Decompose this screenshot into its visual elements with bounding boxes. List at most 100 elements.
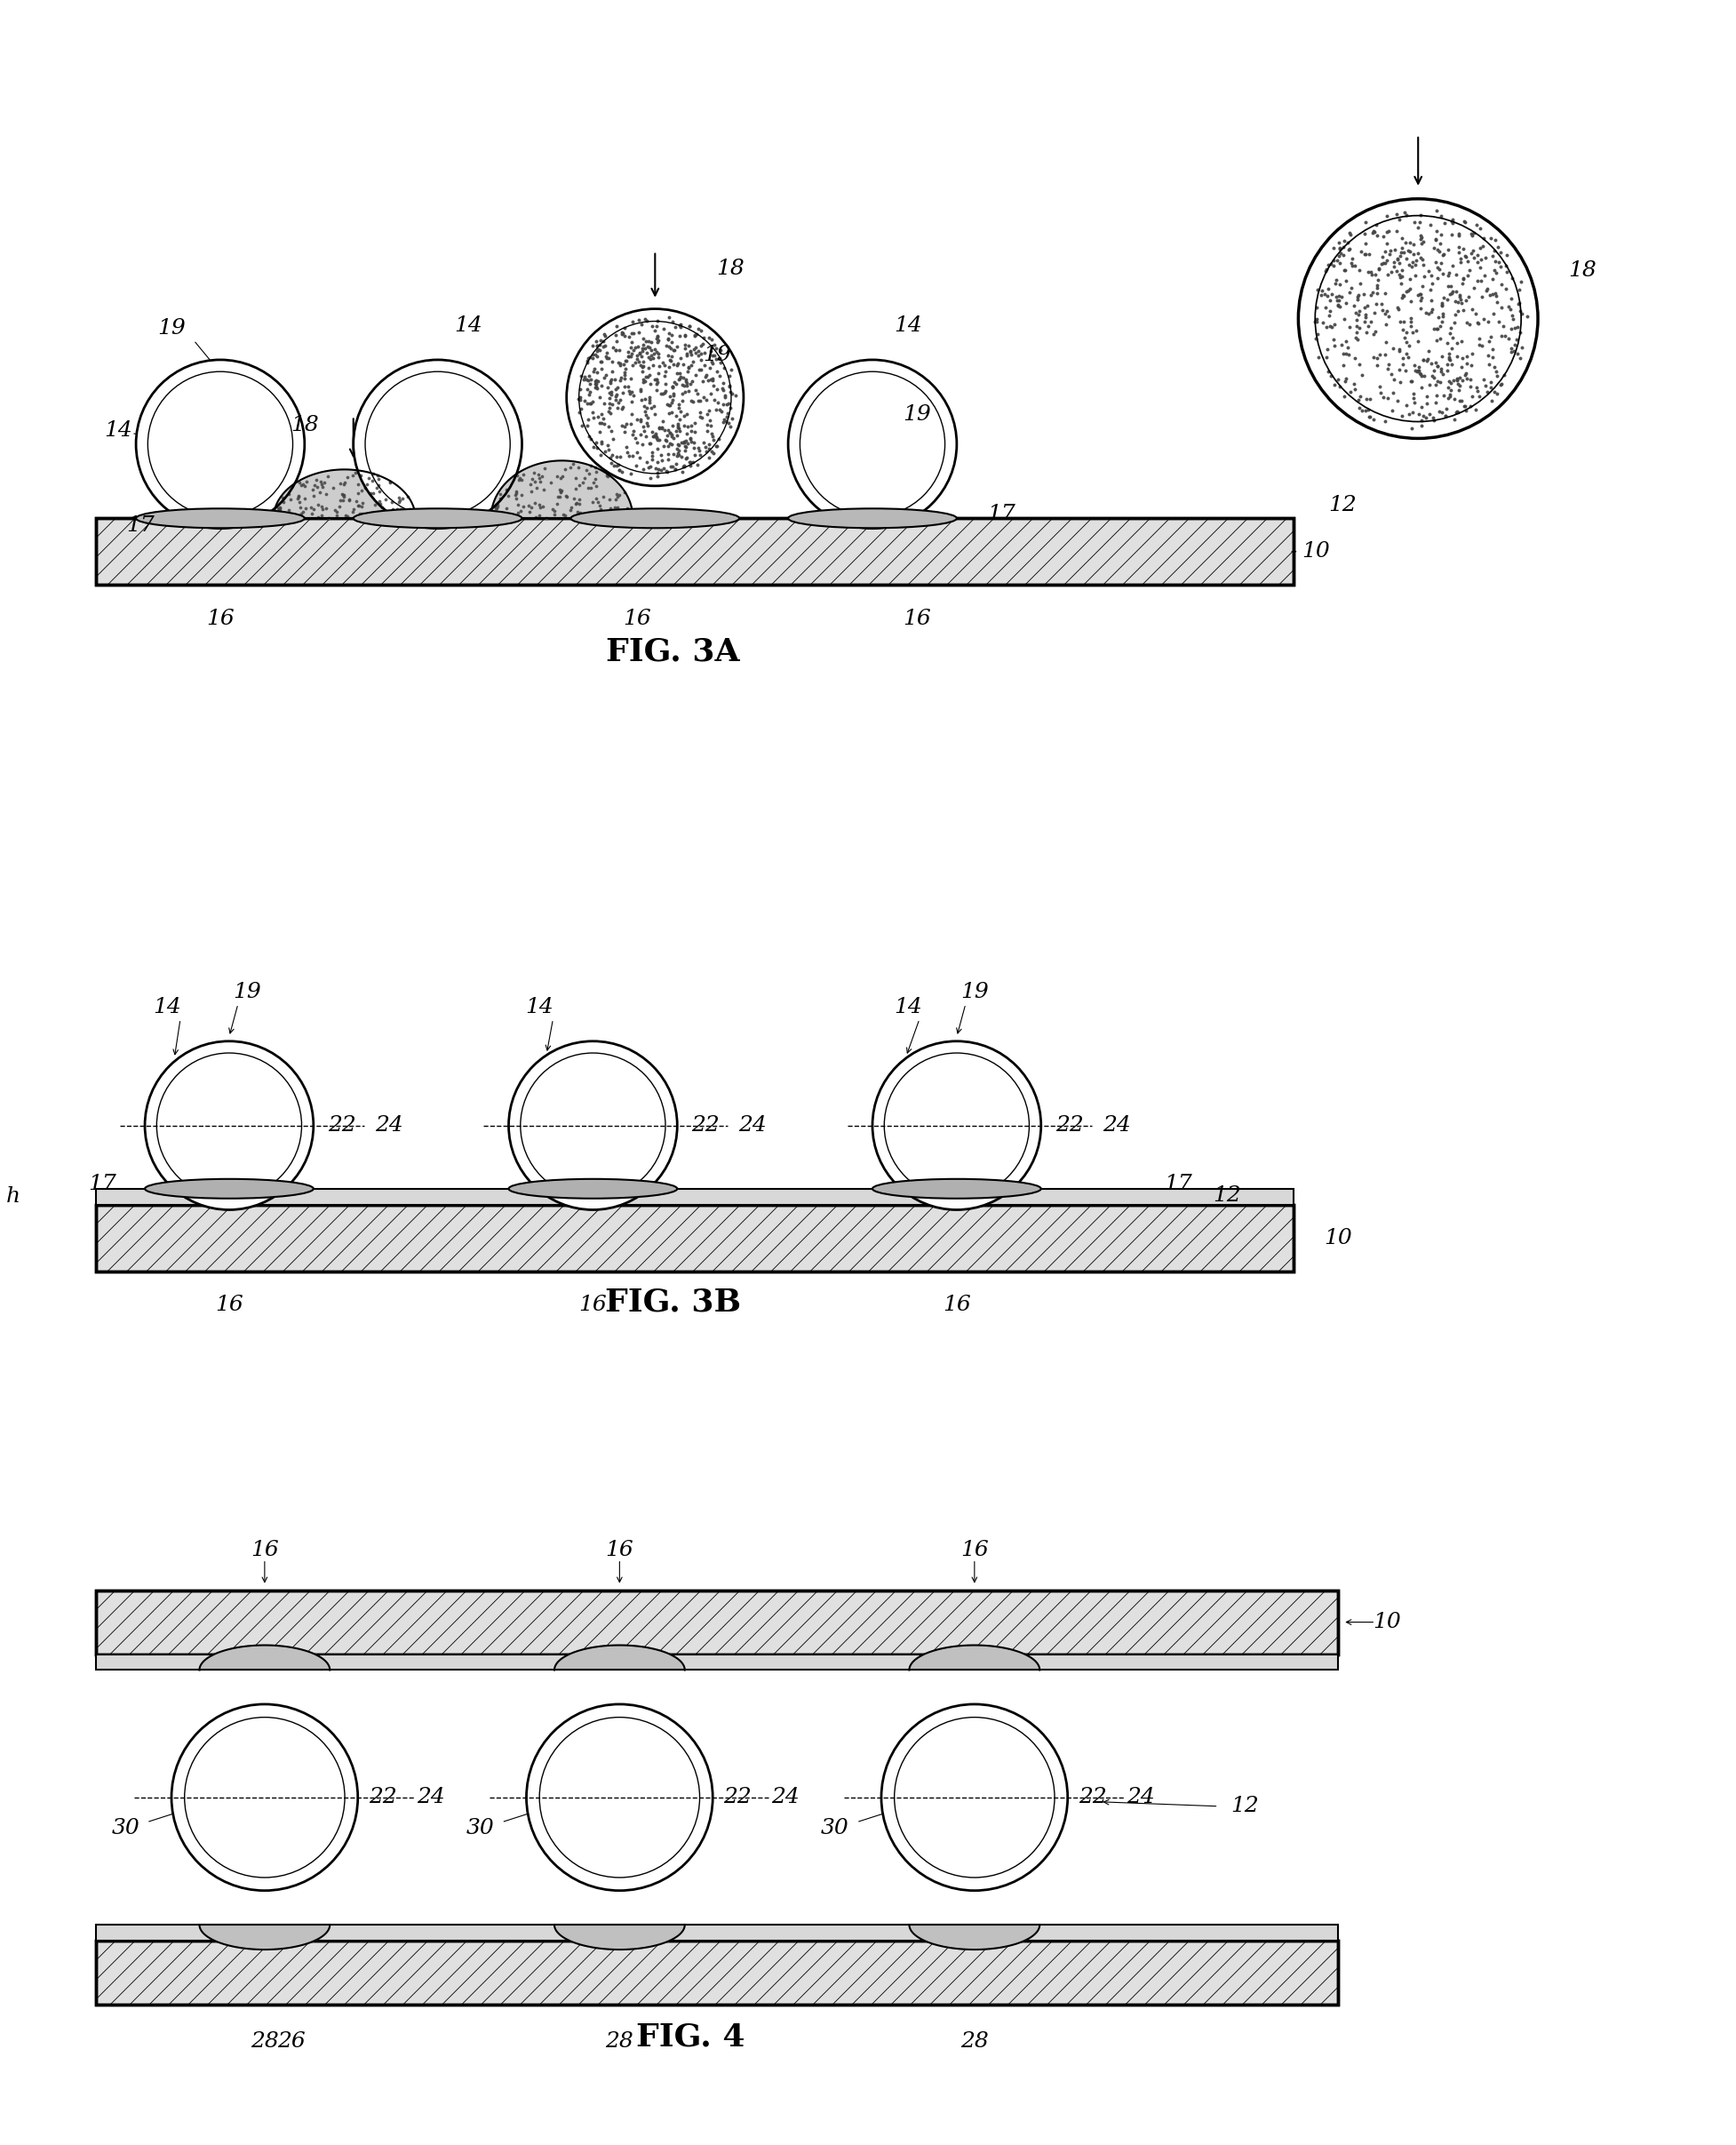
Point bbox=[1321, 266, 1349, 300]
Point bbox=[1399, 227, 1427, 262]
Point bbox=[687, 401, 715, 435]
Point bbox=[717, 410, 745, 444]
Point bbox=[665, 412, 693, 446]
Point bbox=[1397, 309, 1425, 343]
Point bbox=[365, 485, 392, 519]
Point bbox=[1477, 365, 1505, 399]
Point bbox=[656, 328, 684, 363]
Point bbox=[717, 390, 745, 425]
Point bbox=[1495, 322, 1522, 356]
Point bbox=[663, 399, 691, 433]
Point bbox=[276, 493, 304, 528]
Point bbox=[1387, 236, 1415, 270]
Point bbox=[566, 382, 594, 416]
Point bbox=[578, 363, 606, 397]
Point bbox=[644, 423, 672, 457]
Point bbox=[1436, 315, 1463, 350]
Point bbox=[1314, 354, 1342, 388]
Point bbox=[700, 363, 727, 397]
Point bbox=[1444, 285, 1472, 320]
Point bbox=[618, 384, 646, 418]
Point bbox=[1406, 204, 1434, 238]
Point bbox=[641, 397, 668, 431]
Point bbox=[658, 420, 686, 455]
Point bbox=[1450, 388, 1477, 423]
Point bbox=[675, 444, 703, 478]
Point bbox=[628, 427, 656, 461]
Point bbox=[703, 393, 731, 427]
Point bbox=[493, 472, 521, 506]
Point bbox=[1474, 339, 1502, 373]
Point bbox=[1384, 240, 1411, 275]
Point bbox=[1403, 313, 1430, 347]
Point bbox=[686, 352, 713, 386]
Point bbox=[672, 339, 700, 373]
Point bbox=[672, 320, 700, 354]
Point bbox=[354, 461, 382, 495]
Point bbox=[693, 408, 720, 442]
Point bbox=[646, 423, 674, 457]
Point bbox=[354, 468, 382, 502]
Point bbox=[667, 360, 694, 395]
Point bbox=[672, 317, 700, 352]
Point bbox=[689, 326, 717, 360]
Point bbox=[641, 420, 668, 455]
Bar bbox=[95, 1941, 1338, 2006]
Point bbox=[1363, 347, 1391, 382]
Point bbox=[1451, 204, 1479, 238]
Ellipse shape bbox=[144, 1180, 314, 1199]
Point bbox=[663, 367, 691, 401]
Polygon shape bbox=[554, 1924, 684, 1950]
Point bbox=[1337, 247, 1364, 281]
Point bbox=[700, 328, 727, 363]
Ellipse shape bbox=[509, 1180, 677, 1199]
Point bbox=[1404, 350, 1432, 384]
Point bbox=[1457, 236, 1484, 270]
Point bbox=[639, 309, 667, 343]
Point bbox=[1397, 395, 1425, 429]
Point bbox=[543, 480, 571, 515]
Point bbox=[681, 431, 708, 465]
Point bbox=[566, 371, 594, 405]
Point bbox=[1371, 337, 1399, 371]
Point bbox=[1325, 283, 1352, 317]
Point bbox=[528, 459, 556, 493]
Point bbox=[618, 337, 646, 371]
Point bbox=[705, 393, 733, 427]
Point bbox=[1424, 311, 1451, 345]
Point bbox=[356, 476, 384, 511]
Point bbox=[594, 459, 621, 493]
Point bbox=[1302, 322, 1330, 356]
Point bbox=[1380, 330, 1408, 365]
Point bbox=[1380, 375, 1408, 410]
Point bbox=[285, 485, 312, 519]
Point bbox=[611, 311, 639, 345]
Point bbox=[635, 427, 663, 461]
Point bbox=[667, 401, 694, 435]
Point bbox=[672, 337, 700, 371]
Point bbox=[580, 465, 608, 500]
Point bbox=[1378, 393, 1406, 427]
Point bbox=[1312, 290, 1340, 324]
Point bbox=[634, 410, 661, 444]
Point bbox=[1408, 358, 1436, 393]
Point bbox=[1326, 247, 1354, 281]
Text: 30: 30 bbox=[821, 1819, 849, 1838]
Point bbox=[663, 405, 691, 440]
Point bbox=[595, 375, 623, 410]
Point bbox=[1410, 343, 1437, 378]
Point bbox=[1415, 367, 1443, 401]
Point bbox=[1408, 227, 1436, 262]
Point bbox=[1333, 225, 1361, 260]
Point bbox=[672, 433, 700, 468]
Point bbox=[321, 493, 349, 528]
Point bbox=[333, 500, 361, 534]
Point bbox=[1389, 341, 1417, 375]
Point bbox=[634, 341, 661, 375]
Point bbox=[1472, 240, 1500, 275]
Point bbox=[1415, 296, 1443, 330]
Point bbox=[679, 384, 707, 418]
Point bbox=[597, 363, 625, 397]
Point bbox=[1410, 399, 1437, 433]
Point bbox=[1457, 253, 1484, 287]
